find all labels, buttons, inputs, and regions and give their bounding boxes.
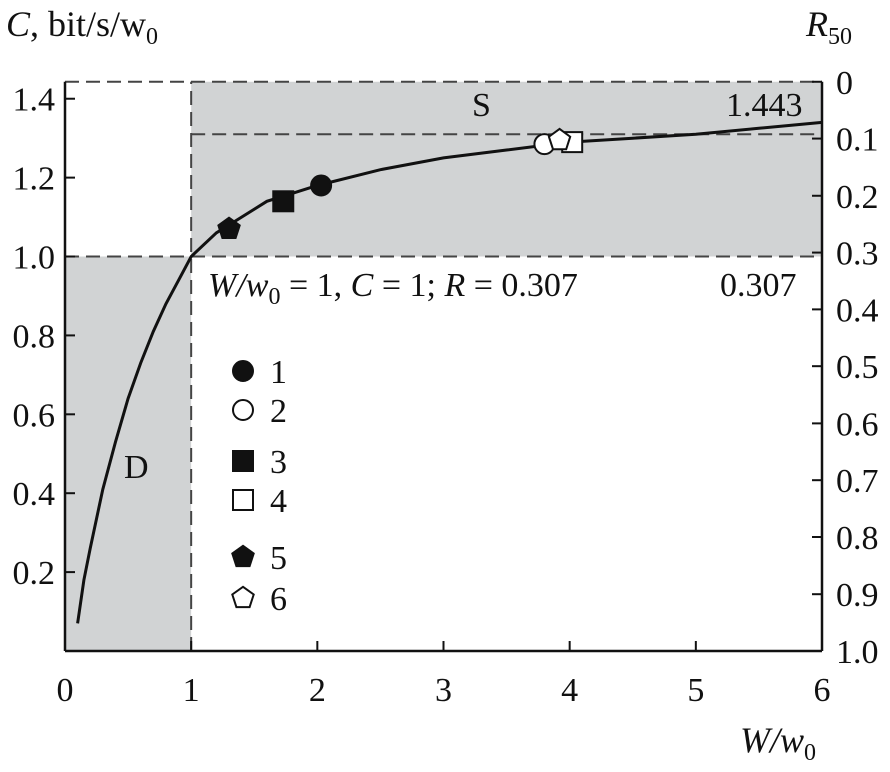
y-tick-label-0: 0.2	[13, 555, 56, 592]
x-tick-label-1: 1	[183, 672, 200, 709]
y2-tick-label-2: 0.2	[836, 179, 879, 216]
y-tick-label-4: 1.0	[13, 240, 56, 277]
legend-marker-6	[231, 585, 255, 609]
x-tick-label-2: 2	[309, 672, 326, 709]
y2-tick-label-10: 1.0	[836, 634, 879, 671]
data-markers	[217, 127, 584, 239]
x-tick-label-6: 6	[814, 672, 831, 709]
legend-label-3: 3	[270, 444, 287, 481]
y-tick-label-5: 1.2	[13, 161, 56, 198]
y2-tick-label-7: 0.7	[836, 463, 879, 500]
y2-axis-title: R50	[805, 4, 852, 50]
legend-marker-3	[232, 450, 254, 472]
marker-series-6-0	[547, 127, 572, 151]
shaded-region-s	[191, 81, 822, 257]
y-tick-label-3: 0.8	[13, 318, 56, 355]
legend-label-2: 2	[270, 393, 287, 430]
legend-marker-4	[232, 489, 254, 511]
legend-label-1: 1	[270, 354, 287, 391]
shaded-region-d	[65, 256, 192, 651]
marker-series-3-0	[272, 190, 295, 213]
marker-series-5-0	[217, 216, 241, 239]
y-tick-label-2: 0.6	[13, 397, 56, 434]
y2-tick-label-3: 0.3	[836, 236, 879, 273]
legend-marker-1	[232, 360, 254, 382]
y-axis-title: C, bit/s/w0	[6, 4, 158, 50]
x-axis-title: W/w0	[740, 720, 816, 766]
y2-tick-label-5: 0.5	[836, 349, 879, 386]
y2-tick-label-0: 0	[836, 65, 853, 102]
y2-tick-label-4: 0.4	[836, 292, 879, 329]
axis-ticks: 0 1 2 3 4 5 60.20.40.60.81.01.21.4 00.10.20.30.…	[13, 65, 879, 709]
x-tick-label-3: 3	[435, 672, 452, 709]
formula-annotation: W/w0 = 1, C = 1; R = 0.307	[208, 267, 578, 310]
legend-label-6: 6	[270, 581, 287, 618]
reference-lines	[65, 80, 822, 651]
legend-marker-2	[232, 399, 254, 421]
y2-tick-label-1: 0.1	[836, 122, 879, 159]
y2-tick-label-8: 0.8	[836, 520, 879, 557]
legend-label-5: 5	[270, 540, 287, 577]
legend-label-4: 4	[270, 483, 287, 520]
y2-tick-label-6: 0.6	[836, 406, 879, 443]
x-tick-label-5: 5	[687, 672, 704, 709]
y-tick-label-1: 0.4	[13, 476, 56, 513]
x-tick-label-0: 0	[57, 672, 74, 709]
region-d-label: D	[124, 449, 149, 486]
x-tick-label-4: 4	[561, 672, 578, 709]
shaded-regions	[65, 81, 822, 651]
marker-series-1-0	[310, 174, 333, 197]
value-mid-label: 0.307	[720, 267, 797, 304]
y2-tick-label-9: 0.9	[836, 577, 879, 614]
legend-marker-5	[231, 544, 255, 568]
value-top-label: 1.443	[726, 87, 803, 124]
region-s-label: S	[472, 87, 491, 124]
y-tick-label-6: 1.4	[13, 82, 56, 119]
